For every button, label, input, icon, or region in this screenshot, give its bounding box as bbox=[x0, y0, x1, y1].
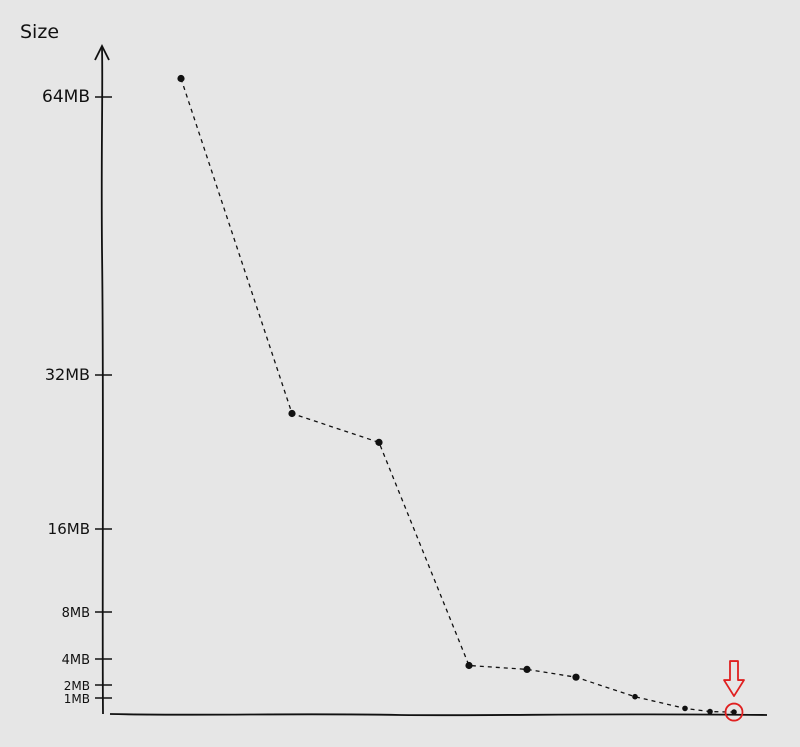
down-arrow-icon bbox=[723, 660, 745, 697]
y-tick-label: 4MB bbox=[62, 653, 90, 668]
data-point bbox=[632, 693, 638, 700]
highlight-circle bbox=[724, 702, 744, 722]
y-axis-label: Size bbox=[20, 21, 59, 43]
y-axis bbox=[100, 47, 104, 715]
y-tick-label: 16MB bbox=[48, 520, 90, 538]
series-points bbox=[177, 74, 737, 715]
data-point bbox=[731, 709, 737, 715]
data-point bbox=[523, 665, 531, 674]
y-tick-label: 32MB bbox=[45, 365, 90, 384]
y-tick-label: 8MB bbox=[62, 606, 90, 621]
data-point bbox=[682, 705, 688, 712]
data-point bbox=[375, 438, 383, 446]
y-tick-label: 1MB bbox=[64, 692, 90, 706]
highlight-annotation bbox=[723, 660, 745, 722]
data-point bbox=[465, 661, 473, 670]
x-axis bbox=[109, 713, 768, 717]
data-point bbox=[572, 673, 580, 681]
y-axis-arrow-icon bbox=[94, 43, 110, 61]
data-point bbox=[288, 409, 296, 418]
y-tick-label: 2MB bbox=[64, 679, 90, 693]
y-tick-label: 64MB bbox=[42, 87, 90, 107]
data-point bbox=[177, 74, 185, 83]
data-point bbox=[707, 708, 713, 715]
series-line bbox=[180, 78, 735, 713]
